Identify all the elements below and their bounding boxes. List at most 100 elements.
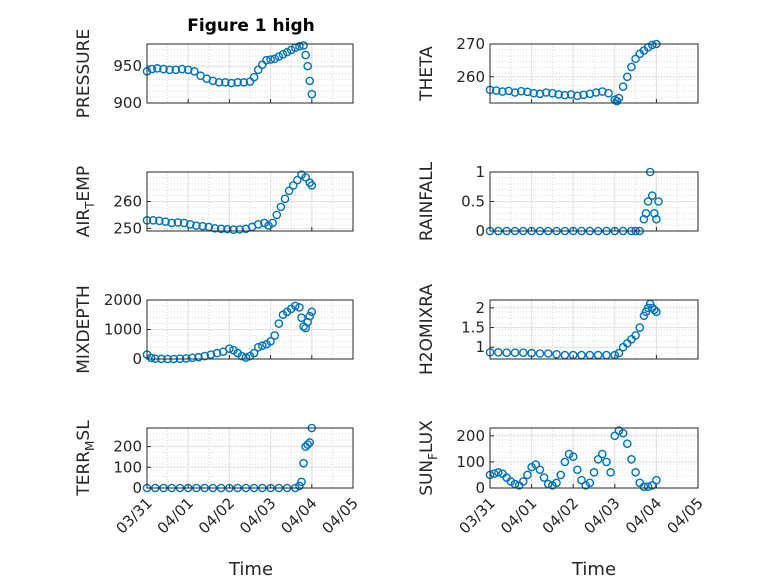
y-tick-label: 260 (456, 68, 485, 86)
x-tick-label: 04/03 (236, 494, 279, 537)
x-tick-label: 04/02 (195, 494, 238, 537)
data-point (307, 307, 317, 317)
data-point (543, 349, 553, 358)
data-point (643, 482, 653, 491)
data-point (167, 218, 177, 228)
data-point (622, 72, 632, 82)
data-point (282, 47, 292, 57)
data-point (183, 65, 193, 75)
data-point (652, 307, 661, 317)
y-tick-label: 1 (475, 338, 485, 356)
y-axis-label: SUNFLUX (417, 420, 440, 496)
data-point (577, 475, 586, 485)
data-point (270, 54, 280, 64)
data-point (535, 349, 545, 358)
data-point (556, 470, 566, 480)
data-point (510, 348, 520, 358)
data-point (579, 90, 588, 100)
data-point (198, 221, 207, 231)
data-point (286, 45, 296, 55)
data-point (210, 224, 220, 233)
data-point (303, 61, 312, 71)
data-point (301, 173, 310, 182)
data-point (258, 341, 267, 351)
data-point (631, 54, 640, 64)
y-tick-label: 2000 (104, 291, 142, 309)
data-point (155, 216, 164, 226)
data-point (295, 41, 304, 51)
subplot-6: 11.5 2 H2OMIXRA (417, 284, 699, 375)
data-point (293, 175, 302, 185)
y-tick-label: 260 (113, 193, 142, 211)
data-point (262, 55, 271, 65)
data-point (647, 481, 657, 490)
y-tick-label: 270 (456, 35, 485, 53)
data-point (552, 349, 561, 359)
data-point (622, 439, 632, 448)
y-tick-label: 1.5 (461, 319, 485, 337)
axes-box (146, 43, 354, 104)
data-point (541, 88, 551, 97)
data-point (589, 468, 599, 477)
data-point (229, 225, 238, 234)
y-tick-label: 0 (475, 222, 485, 240)
data-point (635, 323, 645, 332)
data-point (272, 210, 282, 220)
data-point (214, 78, 224, 87)
data-point (181, 354, 191, 363)
axes-box (489, 171, 699, 232)
data-point (284, 186, 294, 196)
data-point (288, 181, 298, 190)
data-point (489, 469, 499, 478)
y-tick-label: 0 (132, 479, 142, 497)
data-point (188, 353, 197, 363)
data-point (602, 457, 611, 467)
axes-box (489, 43, 699, 104)
y-tick-label: 200 (113, 438, 142, 456)
data-point (650, 305, 659, 315)
data-point (591, 88, 601, 97)
data-point (560, 457, 570, 467)
data-point (539, 473, 549, 482)
data-point (173, 218, 183, 227)
data-point (568, 452, 578, 461)
data-point (239, 78, 249, 87)
data-point (266, 55, 275, 64)
x-tick-label: 03/31 (113, 494, 156, 537)
subplot-2: 260 270 THETA (417, 35, 699, 106)
data-point (253, 342, 263, 352)
figure-title: Figure 1 high (187, 16, 315, 36)
data-point (148, 215, 158, 225)
data-point (566, 90, 576, 99)
data-point (161, 217, 170, 226)
data-point (159, 64, 168, 74)
y-tick-label: 900 (113, 94, 142, 112)
data-point (631, 331, 640, 340)
data-point (171, 65, 181, 75)
data-point (641, 208, 651, 218)
data-point (494, 468, 503, 477)
axes-box (146, 427, 354, 489)
data-point (631, 468, 640, 477)
data-point (249, 348, 259, 358)
data-point (208, 76, 218, 86)
data-point (303, 440, 312, 449)
data-series (485, 39, 661, 106)
data-point (249, 72, 259, 82)
data-point (510, 88, 520, 97)
data-point (573, 465, 582, 475)
data-point (523, 87, 532, 97)
data-point (618, 82, 628, 91)
data-point (192, 221, 201, 230)
data-point (498, 87, 507, 96)
data-point (643, 197, 653, 206)
axes-box (489, 299, 699, 360)
y-tick-label: 1000 (104, 321, 142, 339)
y-tick-label: 100 (456, 453, 485, 471)
data-point (494, 348, 503, 357)
x-tick-label: 04/02 (539, 494, 582, 537)
data-point (606, 468, 615, 477)
data-point (647, 40, 657, 50)
data-point (235, 225, 244, 234)
